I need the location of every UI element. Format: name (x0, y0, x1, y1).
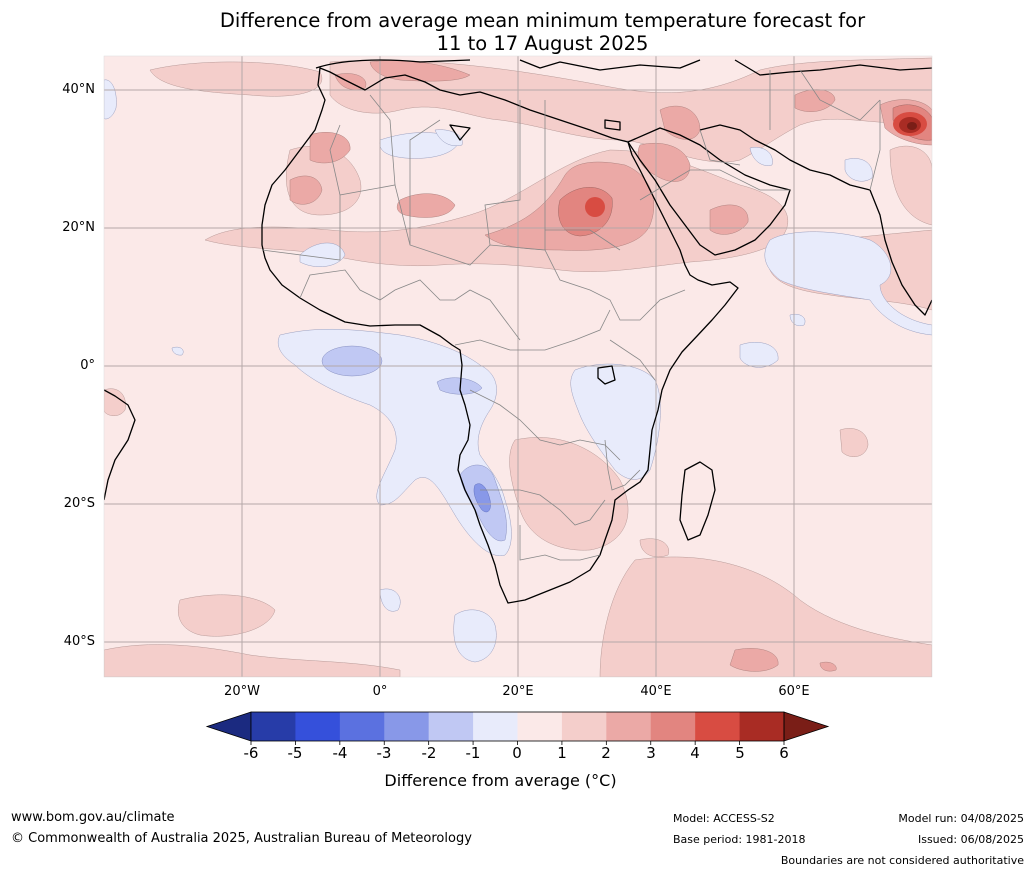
anomaly-negative-3-2-regions (473, 483, 491, 513)
lon-label-60e: 60°E (778, 684, 810, 699)
colorbar-extend-low (205, 711, 252, 742)
colorbar-extend-high (783, 711, 830, 742)
colorbar-tick: 2 (601, 744, 611, 762)
footer-website: www.bom.gov.au/climate (11, 810, 175, 825)
colorbar-segment (339, 712, 385, 741)
anomaly-4-6-regions (585, 112, 927, 217)
footer-base-period: Base period: 1981-2018 (673, 833, 806, 846)
lon-label-40e: 40°E (640, 684, 672, 699)
lon-label-0: 0° (372, 684, 388, 699)
map-frame (103, 55, 933, 678)
colorbar-tick: -1 (465, 744, 481, 762)
title-line-1: Difference from average mean minimum tem… (219, 9, 866, 32)
colorbar-tick: -3 (376, 744, 392, 762)
footer-disclaimer: Boundaries are not considered authoritat… (780, 854, 1024, 867)
colorbar-tick: -2 (421, 744, 437, 762)
colorbar-tick: -6 (243, 744, 259, 762)
colorbar-tick: 1 (557, 744, 567, 762)
lat-label-0: 0° (80, 358, 95, 373)
footer-issued: Issued: 06/08/2025 (917, 833, 1024, 846)
map-title: Difference from average mean minimum tem… (0, 9, 1035, 55)
colorbar-segment (428, 712, 474, 741)
colorbar-label-wrapper: Difference from average (°C) (0, 771, 1035, 790)
colorbar-label: Difference from average (°C) (384, 771, 617, 790)
map-panel (104, 56, 932, 677)
colorbar-segment (650, 712, 696, 741)
lat-label-40n: 40°N (62, 82, 95, 97)
footer-copyright: © Commonwealth of Australia 2025, Austra… (11, 831, 472, 846)
lat-label-20n: 20°N (62, 220, 95, 235)
colorbar-segment (295, 712, 341, 741)
colorbar-segment (517, 712, 563, 741)
colorbar-segment (695, 712, 741, 741)
colorbar-tick: 3 (646, 744, 656, 762)
colorbar-segment (251, 712, 296, 741)
colorbar-tick: 0 (512, 744, 522, 762)
colorbar-tick: -4 (332, 744, 348, 762)
colorbar-tick: -5 (287, 744, 303, 762)
country-borders (261, 69, 881, 561)
lon-label-20e: 20°E (502, 684, 534, 699)
colorbar-tick: 6 (779, 744, 789, 762)
colorbar (205, 711, 830, 745)
lat-label-40s: 40°S (63, 634, 95, 649)
footer-model-run: Model run: 04/08/2025 (898, 812, 1024, 825)
colorbar-tick: 4 (690, 744, 700, 762)
colorbar-segment (606, 712, 652, 741)
anomaly-1-2-regions (104, 57, 932, 677)
colorbar-segment (739, 712, 785, 741)
colorbar-tick: 5 (735, 744, 745, 762)
colorbar-segment (384, 712, 430, 741)
lat-label-20s: 20°S (63, 496, 95, 511)
coastlines (104, 59, 932, 604)
footer-model: Model: ACCESS-S2 (673, 812, 775, 825)
lon-label-20w: 20°W (224, 684, 260, 699)
colorbar-segment (473, 712, 518, 741)
colorbar-segment (561, 712, 607, 741)
graticule (104, 56, 932, 677)
title-line-2: 11 to 17 August 2025 (436, 32, 649, 55)
